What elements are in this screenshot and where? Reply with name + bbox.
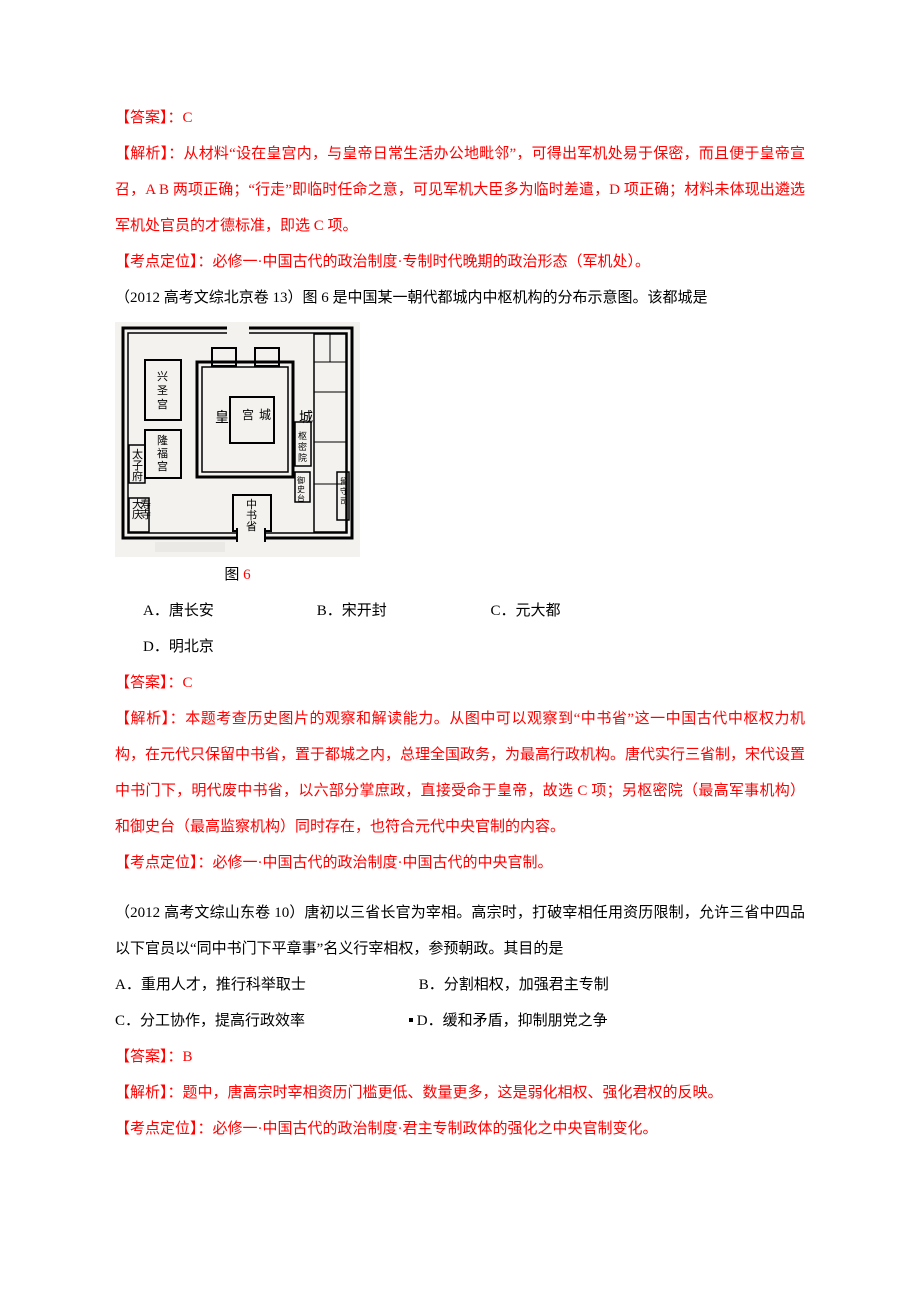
svg-text:宫: 宫 xyxy=(242,407,254,422)
option-d: D．缓和矛盾，抑制朋党之争 xyxy=(417,1003,608,1039)
position-text: 必修一·中国古代的政治制度·中国古代的中央官制。 xyxy=(213,855,553,871)
explanation-block: 【解析】：从材料“设在皇宫内，与皇帝日常生活办公地毗邻”，可得出军机处易于保密，… xyxy=(115,136,805,244)
dot-icon xyxy=(409,1018,413,1022)
answer-value: C xyxy=(183,110,193,126)
answer-line: 【答案】：C xyxy=(115,665,805,701)
option-d: D．明北京 xyxy=(143,629,313,665)
option-b: B．宋开封 xyxy=(317,593,487,629)
position-line: 【考点定位】：必修一·中国古代的政治制度·专制时代晚期的政治形态（军机处）。 xyxy=(115,244,805,280)
svg-text:府: 府 xyxy=(132,469,143,483)
svg-text:省: 省 xyxy=(246,520,257,533)
options-row: A．重用人才，推行科举取士 B．分割相权，加强君主专制 xyxy=(115,967,805,1003)
position-line: 【考点定位】：必修一·中国古代的政治制度·中国古代的中央官制。 xyxy=(115,845,805,881)
answer-label: 【答案】： xyxy=(115,110,183,126)
answer-line: 【答案】：B xyxy=(115,1039,805,1075)
spacer xyxy=(115,881,805,895)
svg-text:台: 台 xyxy=(297,493,305,503)
position-label: 【考点定位】： xyxy=(115,855,213,871)
svg-text:宫: 宫 xyxy=(157,459,168,473)
explanation-block: 【解析】：本题考查历史图片的观察和解读能力。从图中可以观察到“中书省”这一中国古… xyxy=(115,701,805,845)
option-c: C．元大都 xyxy=(491,593,661,629)
position-label: 【考点定位】： xyxy=(115,1121,213,1137)
svg-text:史: 史 xyxy=(297,484,305,494)
svg-text:御: 御 xyxy=(297,475,305,485)
svg-text:圣: 圣 xyxy=(157,384,168,397)
svg-text:枢: 枢 xyxy=(298,430,307,441)
position-line: 【考点定位】：必修一·中国古代的政治制度·君主专制政体的强化之中央官制变化。 xyxy=(115,1111,805,1147)
svg-text:守: 守 xyxy=(340,486,348,496)
svg-text:密: 密 xyxy=(298,441,307,452)
svg-text:宫: 宫 xyxy=(157,397,168,411)
explanation-text: 本题考查历史图片的观察和解读能力。从图中可以观察到“中书省”这一中国古代中枢权力… xyxy=(115,711,805,835)
svg-text:司: 司 xyxy=(340,497,348,506)
svg-text:寺: 寺 xyxy=(140,508,151,521)
explanation-label: 【解析】： xyxy=(115,146,184,162)
svg-text:福: 福 xyxy=(157,446,168,460)
stem-text: （2012 高考文综山东卷 10）唐初以三省长官为宰相。高宗时，打破宰相任用资历… xyxy=(115,905,805,957)
floorplan-figure: 兴圣宫 隆福宫 太子府 大庆寿寺 皇 宫城 城 枢密院 御史台 中书省 留守司 xyxy=(115,322,360,557)
svg-text:城: 城 xyxy=(259,408,271,422)
svg-text:城: 城 xyxy=(299,410,313,426)
explanation-block: 【解析】：题中，唐高宗时宰相资历门槛更低、数量更多，这是弱化相权、强化君权的反映… xyxy=(115,1075,805,1111)
answer-line: 【答案】：C xyxy=(115,100,805,136)
figure-wrapper: 兴圣宫 隆福宫 太子府 大庆寿寺 皇 宫城 城 枢密院 御史台 中书省 留守司 … xyxy=(115,322,805,593)
options-row: A．唐长安 B．宋开封 C．元大都 D．明北京 xyxy=(143,593,805,665)
option-a: A．唐长安 xyxy=(143,593,313,629)
svg-text:兴: 兴 xyxy=(157,370,168,383)
answer-value: B xyxy=(183,1049,193,1065)
option-b: B．分割相权，加强君主专制 xyxy=(419,967,609,1003)
explanation-text: 题中，唐高宗时宰相资历门槛更低、数量更多，这是弱化相权、强化君权的反映。 xyxy=(183,1085,723,1101)
svg-text:院: 院 xyxy=(298,452,307,463)
figure-caption: 图 6 xyxy=(115,563,360,587)
options-row: C．分工协作，提高行政效率 D．缓和矛盾，抑制朋党之争 xyxy=(115,1003,805,1039)
explanation-label: 【解析】： xyxy=(115,1085,183,1101)
figure-caption-text: 图 xyxy=(224,567,243,583)
position-text: 必修一·中国古代的政治制度·专制时代晚期的政治形态（军机处）。 xyxy=(213,254,651,270)
option-a: A．重用人才，推行科举取士 xyxy=(115,967,415,1003)
answer-label: 【答案】： xyxy=(115,1049,183,1065)
svg-text:皇: 皇 xyxy=(215,410,229,426)
svg-text:隆: 隆 xyxy=(157,433,168,447)
figure-caption-number: 6 xyxy=(243,567,251,583)
answer-value: C xyxy=(183,675,193,691)
question-stem: （2012 高考文综北京卷 13）图 6 是中国某一朝代都城内中枢机构的分布示意… xyxy=(115,280,805,316)
svg-text:留: 留 xyxy=(340,476,348,486)
answer-label: 【答案】： xyxy=(115,675,183,691)
document-page: 【答案】：C 【解析】：从材料“设在皇宫内，与皇帝日常生活办公地毗邻”，可得出军… xyxy=(0,0,920,1207)
position-text: 必修一·中国古代的政治制度·君主专制政体的强化之中央官制变化。 xyxy=(213,1121,658,1137)
position-label: 【考点定位】： xyxy=(115,254,213,270)
explanation-label: 【解析】： xyxy=(115,711,185,727)
stem-text: （2012 高考文综北京卷 13）图 6 是中国某一朝代都城内中枢机构的分布示意… xyxy=(115,290,708,306)
explanation-text: 从材料“设在皇宫内，与皇帝日常生活办公地毗邻”，可得出军机处易于保密，而且便于皇… xyxy=(115,146,805,234)
question-stem: （2012 高考文综山东卷 10）唐初以三省长官为宰相。高宗时，打破宰相任用资历… xyxy=(115,895,805,967)
option-c: C．分工协作，提高行政效率 xyxy=(115,1003,405,1039)
